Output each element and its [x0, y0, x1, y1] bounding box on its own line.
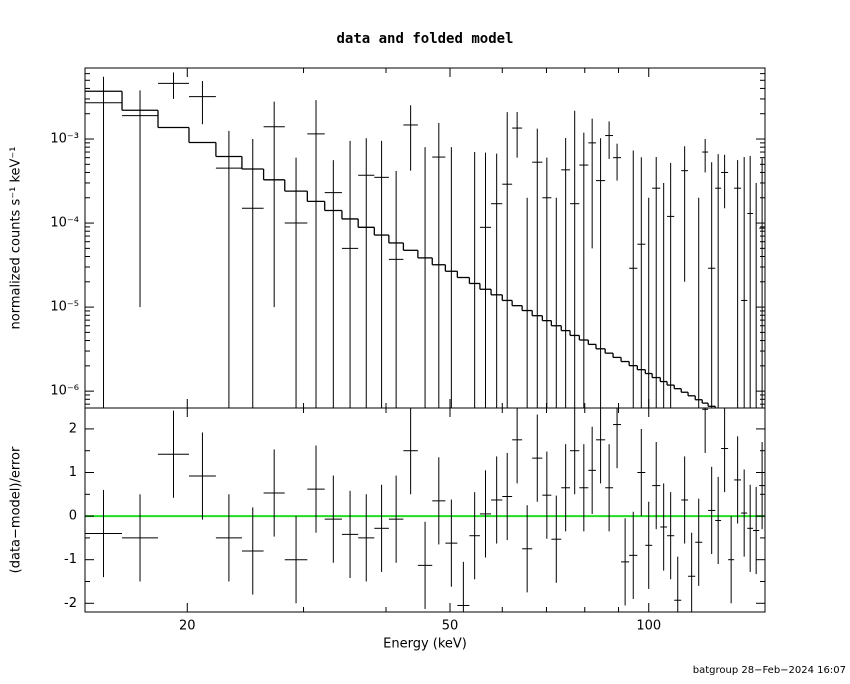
- y-tick-label: 0: [69, 509, 77, 524]
- y-tick-label: -1: [64, 552, 77, 567]
- y-tick-label: 10⁻³: [50, 132, 79, 147]
- bottom-panel-marks: [85, 408, 765, 612]
- y-axis-label: (data−model)/error: [9, 446, 24, 573]
- axes: 20 50 100 10⁻⁶ 10⁻⁵ 10⁻⁴ 10⁻³ -2 -1 0 1 2: [50, 67, 766, 634]
- y-tick-label: 10⁻⁵: [50, 300, 79, 315]
- footer: batgroup 28−Feb−2024 16:07: [693, 665, 846, 676]
- x-axis-label: Energy (keV): [383, 637, 467, 652]
- x-tick-label: 100: [636, 619, 661, 634]
- x-tick-label: 50: [442, 619, 459, 634]
- y-tick-label: 10⁻⁶: [50, 384, 79, 399]
- y-axis-label: normalized counts s⁻¹ keV⁻¹: [9, 147, 24, 330]
- x-tick-label: 20: [179, 619, 196, 634]
- y-tick-label: -2: [64, 596, 77, 611]
- y-tick-label: 1: [69, 465, 77, 480]
- bottom-frame: [84, 407, 766, 613]
- y-tick-label: 2: [69, 421, 77, 436]
- y-tick-label: 10⁻⁴: [50, 216, 79, 231]
- chart-title: data and folded model: [336, 31, 513, 47]
